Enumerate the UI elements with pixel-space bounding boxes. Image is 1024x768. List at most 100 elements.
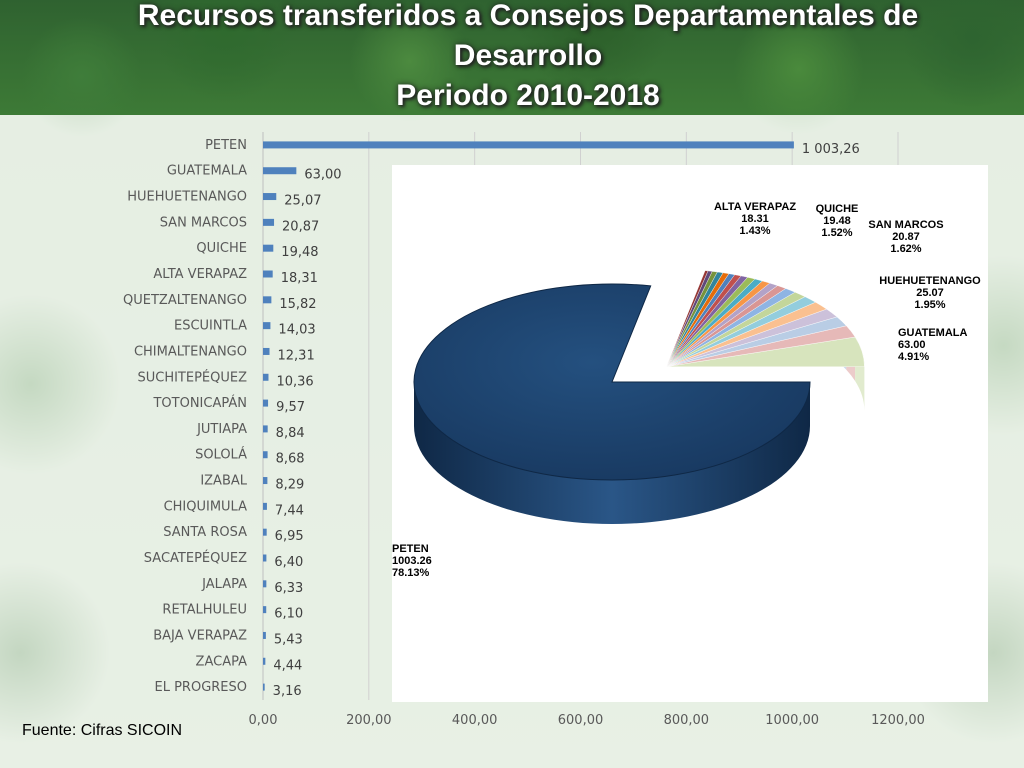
category-label: QUICHE (196, 241, 247, 256)
value-label: 15,82 (279, 297, 316, 312)
value-label: 1 003,26 (802, 142, 860, 157)
pie-label-line: 4.91% (898, 351, 929, 363)
pie-label-line: 18.31 (741, 213, 769, 225)
x-tick-label: 600,00 (558, 713, 604, 728)
bar (263, 657, 266, 665)
pie-label: QUICHE 19.48 1.52% (816, 203, 859, 239)
pie-label-line: 1.62% (890, 243, 921, 255)
pie-label-line: 20.87 (892, 231, 920, 243)
bar-chart-x-ticks: 0,00 200,00 400,00 600,00 800,00 1000,00 1200,… (249, 713, 925, 728)
category-label: SANTA ROSA (163, 525, 247, 540)
category-label: BAJA VERAPAZ (153, 628, 247, 643)
pie-label-line: QUICHE (816, 203, 859, 215)
value-label: 4,44 (273, 658, 302, 673)
value-label: 8,68 (276, 452, 305, 467)
value-label: 8,29 (275, 478, 304, 493)
bar (263, 373, 269, 381)
pie-label: HUEHUETENANGO 25.07 1.95% (879, 275, 981, 311)
bar (263, 244, 274, 252)
bar (263, 193, 277, 201)
x-tick-label: 1200,00 (871, 713, 925, 728)
pie-label-line: 1.52% (821, 227, 852, 239)
value-label: 20,87 (282, 219, 319, 234)
title-line-1: Recursos transferidos a Consejos Departa… (137, 0, 919, 32)
pie-label: GUATEMALA 63.00 4.91% (898, 327, 968, 363)
title-line-3: Periodo 2010-2018 (396, 79, 660, 112)
value-label: 14,03 (278, 323, 315, 338)
pie-label-line: GUATEMALA (898, 327, 968, 339)
bar (263, 296, 272, 304)
bar (263, 167, 297, 175)
pie-slice-side-peten (414, 382, 810, 524)
bar (263, 528, 267, 536)
bar (263, 477, 268, 485)
category-label: TOTONICAPÁN (152, 395, 247, 411)
pie-label-line: 1.43% (739, 225, 770, 237)
pie-label-line: 1003.26 (392, 555, 432, 567)
x-tick-label: 0,00 (249, 713, 278, 728)
value-label: 19,48 (281, 245, 318, 260)
category-label: SOLOLÁ (195, 447, 247, 463)
bar-chart-category-labels: PETEN GUATEMALA HUEHUETENANGO SAN MARCOS QUI… (123, 138, 248, 695)
value-label: 6,10 (274, 607, 303, 622)
x-tick-label: 400,00 (452, 713, 498, 728)
category-label: JUTIAPA (196, 422, 247, 437)
category-label: JALAPA (201, 577, 247, 592)
pie-label-line: SAN MARCOS (868, 219, 943, 231)
bar (263, 347, 270, 355)
value-label: 63,00 (304, 168, 341, 183)
bar (263, 270, 273, 278)
pie-chart-labels: PETEN 1003.26 78.13% GUATEMALA 63.00 4.91% HUE… (392, 201, 981, 579)
bar (263, 580, 267, 588)
x-tick-label: 200,00 (346, 713, 392, 728)
category-label: ZACAPA (196, 654, 248, 669)
pie-label-line: 63.00 (898, 339, 926, 351)
pie-chart (413, 270, 865, 524)
x-tick-label: 1000,00 (765, 713, 819, 728)
category-label: ESCUINTLA (174, 319, 247, 334)
bar (263, 451, 268, 459)
bar (263, 606, 267, 614)
pie-label-line: 78.13% (392, 567, 430, 579)
value-label: 8,84 (276, 426, 305, 441)
bar (263, 502, 267, 510)
category-label: QUETZALTENANGO (123, 293, 247, 308)
category-label: CHIMALTENANGO (134, 344, 247, 359)
bar (263, 322, 271, 330)
pie-label-line: 19.48 (823, 215, 851, 227)
slide-title: Recursos transferidos a Consejos Departa… (0, 0, 1024, 116)
bar (263, 218, 275, 226)
category-label: SACATEPÉQUEZ (144, 550, 247, 566)
value-label: 9,57 (276, 400, 305, 415)
pie-label-line: 25.07 (916, 287, 944, 299)
category-label: SAN MARCOS (160, 215, 247, 230)
pie-label-line: 1.95% (914, 299, 945, 311)
category-label: PETEN (205, 138, 247, 153)
bar-chart-value-labels: 1 003,26 63,00 25,07 20,87 19,48 18,31 15,82 14… (273, 142, 860, 699)
value-label: 7,44 (275, 503, 304, 518)
x-tick-label: 800,00 (664, 713, 710, 728)
category-label: GUATEMALA (167, 164, 247, 179)
value-label: 6,95 (275, 529, 304, 544)
value-label: 6,40 (274, 555, 303, 570)
value-label: 3,16 (273, 684, 302, 699)
title-line-2: Desarrollo (453, 39, 603, 72)
pie-label: SAN MARCOS 20.87 1.62% (868, 219, 943, 255)
pie-slice (666, 270, 709, 367)
pie-label-line: HUEHUETENANGO (879, 275, 981, 287)
bar (263, 425, 268, 433)
value-label: 10,36 (276, 374, 313, 389)
bar-chart-bars (263, 141, 794, 691)
category-label: EL PROGRESO (155, 680, 248, 695)
pie-slice-peten (413, 283, 811, 481)
bar (263, 141, 794, 149)
category-label: IZABAL (200, 474, 247, 489)
value-label: 6,33 (274, 581, 303, 596)
value-label: 18,31 (281, 271, 318, 286)
bar (263, 399, 269, 407)
pie-label: PETEN 1003.26 78.13% (392, 543, 432, 579)
category-label: CHIQUIMULA (164, 499, 248, 514)
pie-label-line: ALTA VERAPAZ (714, 201, 796, 213)
value-label: 5,43 (274, 632, 303, 647)
